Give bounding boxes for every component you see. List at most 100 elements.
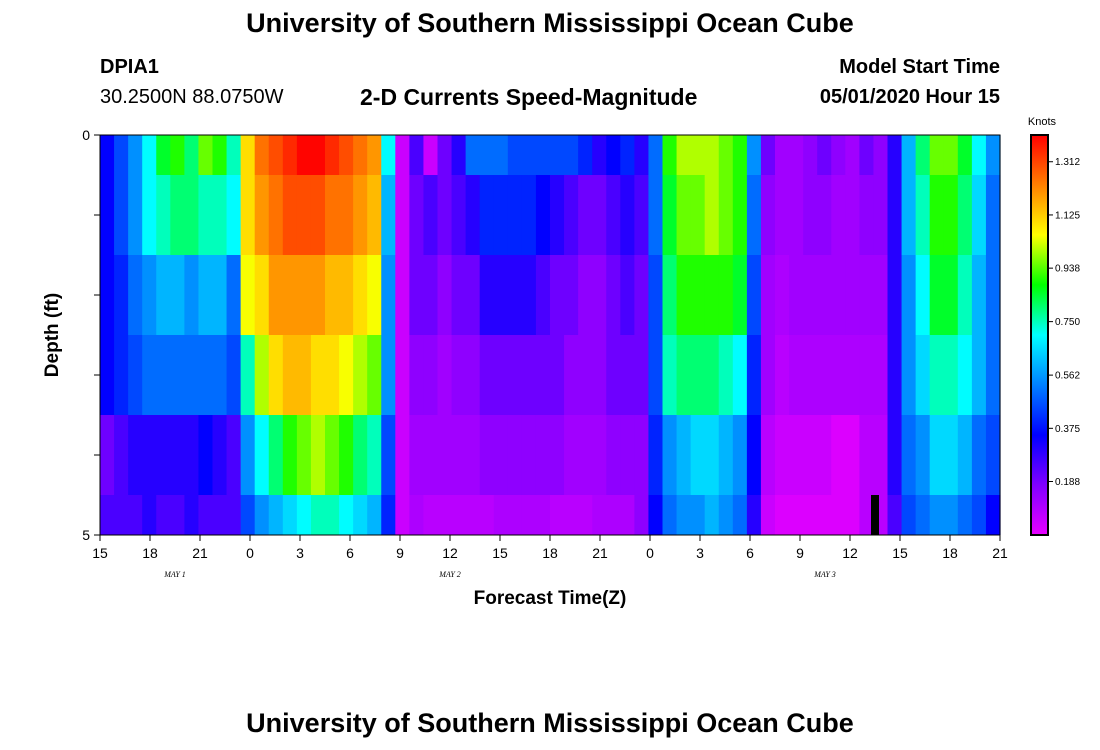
heatmap-cell (353, 415, 368, 495)
heatmap-cell (114, 335, 129, 415)
heatmap-cell (451, 135, 467, 175)
heatmap-cell (226, 495, 242, 535)
heatmap-cell (550, 255, 565, 335)
heatmap-cell (170, 255, 185, 335)
heatmap-cell (381, 255, 396, 335)
heatmap-cell (465, 255, 481, 335)
heatmap-cell (198, 335, 214, 415)
colorbar-tick-label: 1.312 (1055, 157, 1080, 168)
heatmap-cell (775, 335, 790, 415)
x-tick-label: 21 (192, 545, 208, 561)
heatmap-cell (676, 415, 692, 495)
model-start-label: Model Start Time (839, 56, 1000, 78)
y-axis-label: Depth (ft) (42, 293, 63, 377)
heatmap-cell (676, 135, 692, 175)
heatmap-cell (732, 255, 748, 335)
heatmap-cell (437, 135, 453, 175)
heatmap-cell (339, 175, 354, 255)
heatmap-cell (521, 495, 537, 535)
heatmap-cell (535, 495, 551, 535)
heatmap-cell (198, 415, 214, 495)
heatmap-cell (592, 335, 607, 415)
heatmap-cell (465, 335, 481, 415)
heatmap-cell (184, 335, 200, 415)
heatmap-cell (859, 335, 875, 415)
heatmap-cell (226, 255, 242, 335)
heatmap-cell (859, 255, 875, 335)
heatmap-cell (339, 135, 354, 175)
heatmap-cell (803, 135, 818, 175)
heatmap-cell (521, 255, 537, 335)
heatmap-cell (859, 175, 875, 255)
heatmap-cell (535, 255, 551, 335)
heatmap-cell (268, 495, 284, 535)
x-tick-label: 15 (492, 545, 508, 561)
heatmap-cell (423, 135, 439, 175)
heatmap-cell (353, 495, 368, 535)
heatmap-cell (985, 255, 1001, 335)
heatmap-cell (971, 495, 987, 535)
heatmap-cell (789, 175, 804, 255)
heatmap-cell (479, 495, 495, 535)
heatmap-cell (901, 415, 917, 495)
heatmap-cell (254, 255, 270, 335)
heatmap-cell (240, 175, 256, 255)
heatmap-cell (873, 175, 889, 255)
heatmap-cell (479, 175, 495, 255)
heatmap-cell (423, 495, 439, 535)
heatmap-cell (887, 415, 903, 495)
x-axis: 15 18 21 0 3 6 9 12 15 18 21 0 3 6 9 12 15 18 21 MAY 1 MAY 2… (92, 535, 1008, 579)
heatmap-cell (564, 495, 579, 535)
heatmap-cell (367, 415, 382, 495)
heatmap-cell (634, 135, 650, 175)
heatmap-cell (465, 175, 481, 255)
heatmap-cell (634, 255, 650, 335)
heatmap-cell (325, 415, 340, 495)
x-tick-label: 0 (246, 545, 254, 561)
heatmap-cell (760, 415, 776, 495)
heatmap-cell (760, 175, 776, 255)
heatmap-cell (746, 495, 762, 535)
heatmap-cell (845, 415, 860, 495)
heatmap-cell (142, 495, 157, 535)
x-tick-label: 18 (942, 545, 958, 561)
heatmap-cell (437, 415, 453, 495)
heatmap-cell (128, 135, 143, 175)
heatmap-cell (212, 335, 228, 415)
heatmap-cell (606, 415, 621, 495)
heatmap-cell (775, 175, 790, 255)
heatmap-cell (156, 255, 171, 335)
heatmap-cell (817, 135, 832, 175)
heatmap-cell (479, 135, 495, 175)
heatmap-cell (831, 175, 846, 255)
heatmap-cell (760, 255, 776, 335)
heatmap-cell (901, 135, 917, 175)
heatmap-cell (606, 335, 621, 415)
x-tick-label: 21 (592, 545, 608, 561)
heatmap-cell (564, 255, 579, 335)
heatmap-cell (915, 415, 931, 495)
heatmap-cell (296, 255, 312, 335)
heatmap-cell (803, 255, 818, 335)
heatmap-cell (662, 415, 678, 495)
heatmap-cell (746, 335, 762, 415)
heatmap-cell (409, 135, 425, 175)
colorbar-tick-label: 0.188 (1055, 477, 1080, 488)
heatmap-cell (170, 495, 185, 535)
heatmap-cell (268, 135, 284, 175)
heatmap-cell (873, 255, 889, 335)
heatmap-cell (564, 335, 579, 415)
heatmap-cell (887, 175, 903, 255)
colorbar-unit-label: Knots (1028, 116, 1057, 128)
heatmap-cell (100, 255, 115, 335)
heatmap-cell (845, 495, 860, 535)
heatmap-cell (170, 175, 185, 255)
heatmap-cell (845, 255, 860, 335)
heatmap-cell (648, 135, 664, 175)
heatmap-cell (409, 175, 425, 255)
heatmap-cell (606, 135, 621, 175)
x-tick-label: 9 (796, 545, 804, 561)
heatmap-cell (831, 495, 846, 535)
heatmap-cell (803, 335, 818, 415)
